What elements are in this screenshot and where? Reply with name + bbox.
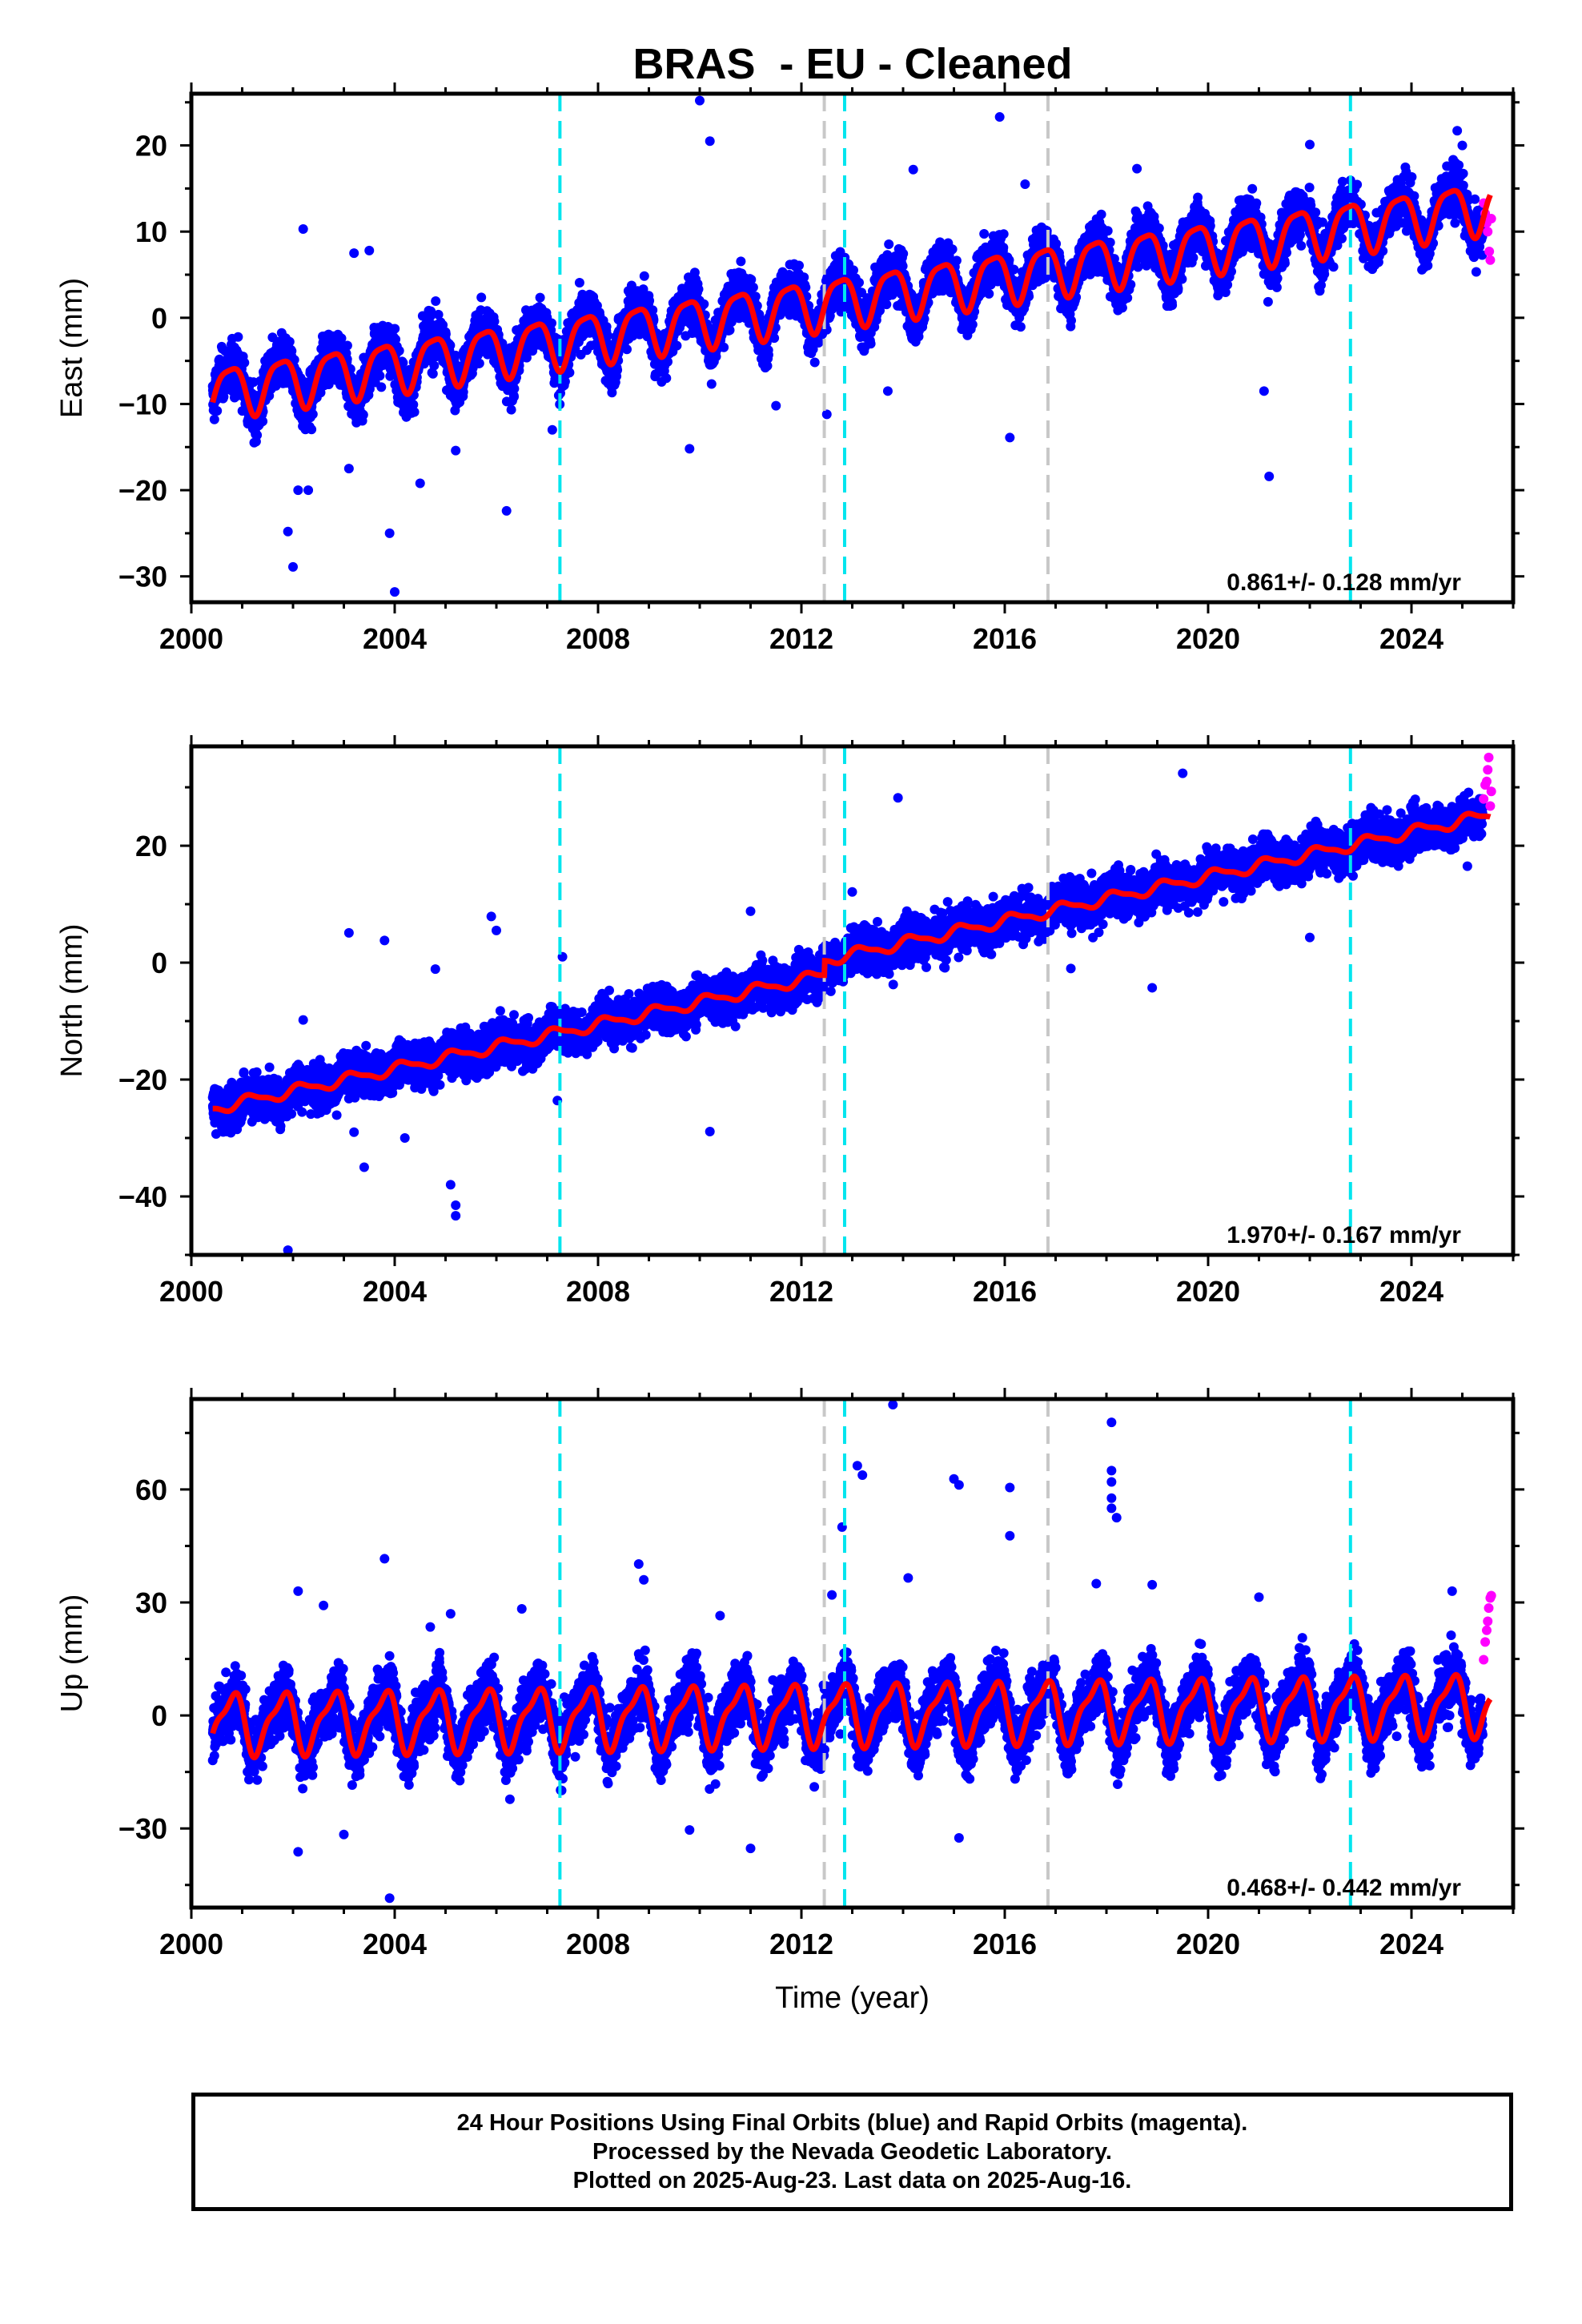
data-point: [750, 292, 761, 302]
data-point: [947, 244, 958, 255]
data-point: [984, 288, 994, 299]
data-point: [622, 344, 632, 355]
data-point: [547, 318, 556, 328]
data-point: [476, 292, 487, 303]
data-point: [967, 320, 978, 330]
data-point: [601, 322, 612, 332]
data-point: [672, 340, 682, 351]
data-point: [560, 376, 570, 387]
data-point: [391, 334, 401, 344]
data-point: [258, 416, 268, 427]
data-point: [1051, 239, 1062, 249]
data-point: [433, 309, 444, 320]
data-point: [801, 282, 811, 292]
data-point: [979, 229, 990, 239]
data-point: [506, 404, 516, 415]
data-point: [212, 406, 223, 416]
data-point: [509, 392, 519, 402]
data-point: [252, 430, 263, 440]
data-point: [390, 324, 400, 334]
data-point: [639, 271, 649, 281]
data-point: [884, 239, 894, 249]
data-point: [431, 296, 441, 306]
data-point: [809, 357, 820, 368]
data-point: [794, 260, 804, 271]
data-point: [429, 360, 440, 371]
data-point: [693, 284, 704, 295]
data-point: [898, 248, 909, 259]
data-point: [440, 329, 451, 340]
data-point: [394, 346, 404, 356]
data-point: [375, 371, 385, 381]
data-point: [458, 387, 468, 397]
panel-0: 2000 2004 2008 2012 2016 2020 2024−30−20−10010…: [55, 82, 1524, 655]
data-point: [998, 229, 1009, 239]
data-point: [428, 368, 438, 379]
data-point: [748, 282, 758, 292]
data-point: [509, 384, 520, 394]
data-point: [376, 382, 387, 392]
data-point: [865, 339, 876, 349]
data-point: [1015, 322, 1026, 332]
data-point: [881, 300, 892, 310]
data-point: [644, 296, 655, 306]
data-point: [564, 368, 575, 378]
plot-area: [207, 94, 1496, 602]
data-point: [612, 364, 623, 375]
data-point: [239, 357, 250, 368]
data-point: [725, 325, 735, 336]
data-point: [897, 261, 908, 271]
data-point: [409, 407, 420, 417]
data-point: [951, 255, 962, 266]
data-point: [763, 350, 773, 360]
data-point: [535, 292, 545, 303]
data-point: [706, 379, 717, 389]
data-point: [307, 424, 317, 435]
data-point: [607, 388, 617, 398]
data-point: [998, 243, 1009, 253]
data-point: [661, 373, 672, 384]
data-point: [451, 350, 461, 360]
final-orbit-points: [207, 95, 1488, 597]
data-point: [284, 336, 295, 347]
data-point: [489, 316, 500, 327]
data-point: [736, 256, 746, 267]
data-point: [603, 331, 613, 341]
data-point: [426, 306, 436, 316]
data-point: [358, 410, 368, 420]
data-point: [287, 346, 297, 356]
data-point: [719, 342, 729, 352]
data-point: [474, 358, 484, 368]
data-point: [398, 358, 408, 368]
data-point: [1009, 264, 1019, 275]
chart-title: BRAS - EU - Cleaned: [632, 40, 1072, 88]
data-point: [854, 277, 864, 287]
data-point: [289, 355, 299, 365]
data-point: [342, 340, 352, 351]
data-point: [574, 278, 584, 287]
data-point: [307, 409, 318, 420]
data-point: [209, 414, 219, 424]
data-point: [233, 332, 243, 342]
data-point: [408, 400, 419, 410]
